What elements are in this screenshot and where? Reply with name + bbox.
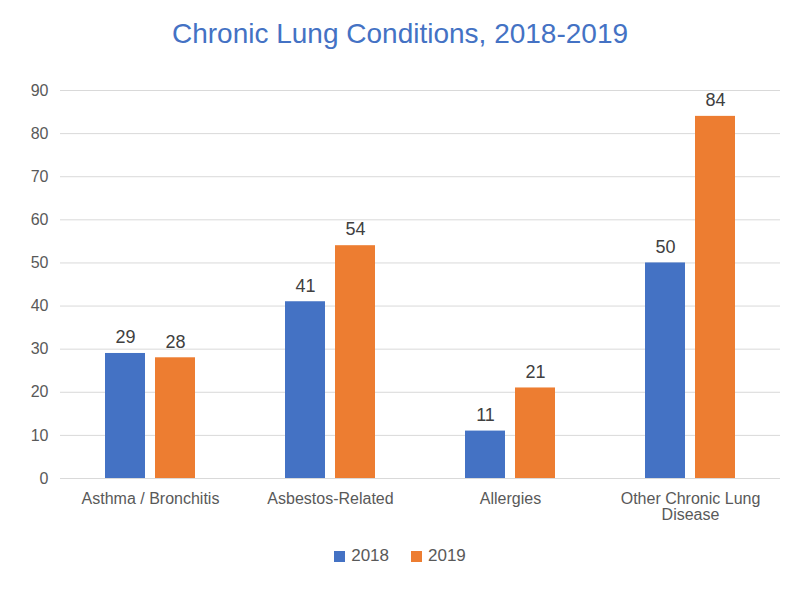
svg-text:20: 20 — [31, 383, 49, 400]
svg-text:Asbestos-Related: Asbestos-Related — [267, 490, 393, 507]
svg-text:60: 60 — [31, 211, 49, 228]
svg-text:84: 84 — [705, 90, 725, 110]
svg-text:0: 0 — [40, 470, 49, 487]
svg-text:10: 10 — [31, 427, 49, 444]
html-text:2019: 2019 — [428, 546, 466, 565]
svg-text:70: 70 — [31, 168, 49, 185]
svg-text:Asthma / Bronchitis: Asthma / Bronchitis — [82, 490, 220, 507]
svg-text:21: 21 — [525, 362, 545, 382]
svg-text:41: 41 — [295, 276, 315, 296]
svg-text:90: 90 — [31, 82, 49, 99]
svg-text:50: 50 — [31, 254, 49, 271]
svg-text:Allergies: Allergies — [480, 490, 541, 507]
svg-text:80: 80 — [31, 125, 49, 142]
svg-text:29: 29 — [115, 327, 135, 347]
svg-text:11: 11 — [476, 405, 495, 425]
svg-text:Other Chronic LungDisease: Other Chronic LungDisease — [621, 490, 761, 523]
html-text:2018: 2018 — [351, 546, 389, 565]
html-text:Chronic Lung Conditions, 2018-: Chronic Lung Conditions, 2018-2019 — [172, 18, 628, 49]
svg-text:54: 54 — [345, 219, 365, 239]
svg-text:40: 40 — [31, 297, 49, 314]
svg-text:28: 28 — [165, 332, 185, 352]
svg-text:50: 50 — [655, 237, 675, 257]
svg-text:30: 30 — [31, 340, 49, 357]
